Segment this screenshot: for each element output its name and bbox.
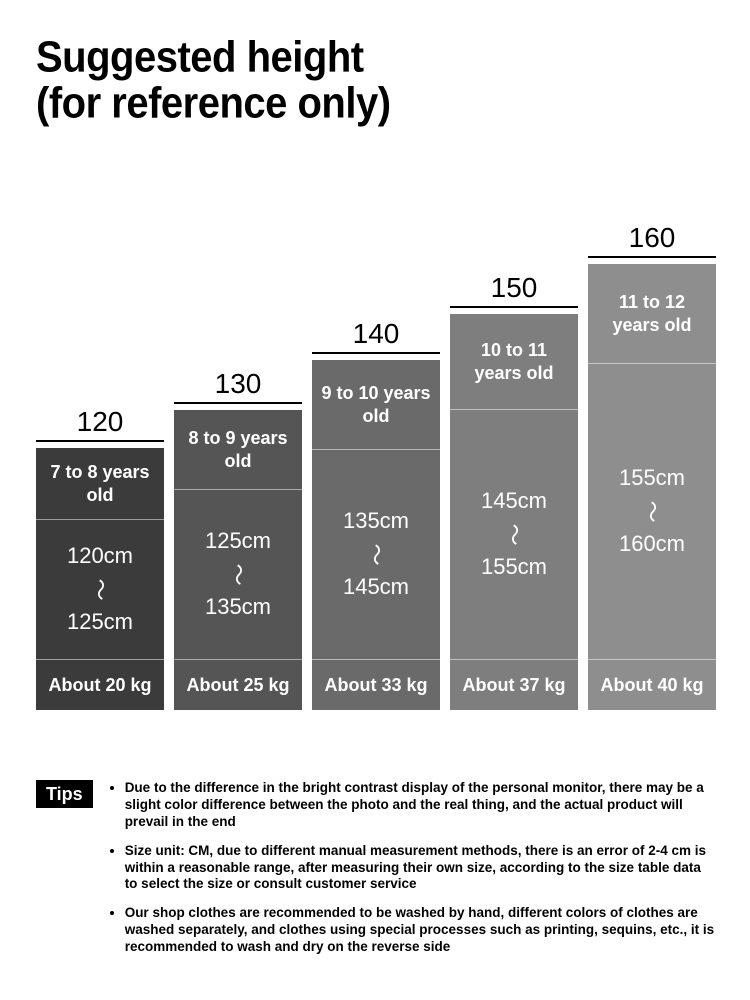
tips-list: Due to the difference in the bright cont… [107, 780, 716, 968]
tips-section: Tips Due to the difference in the bright… [36, 780, 716, 968]
range-from: 120cm [67, 541, 133, 572]
range-to: 145cm [343, 572, 409, 603]
height-chart: 120 7 to 8 years old 120cm 〜 125cm About 20 k… [36, 170, 716, 710]
size-number: 160 [588, 222, 716, 258]
chart-column: 130 8 to 9 years old 125cm 〜 135cm About 25 k… [174, 368, 302, 710]
range-from: 145cm [481, 486, 547, 517]
age-box: 9 to 10 years old [312, 360, 440, 450]
tilde-icon: 〜 [358, 543, 393, 565]
range-to: 125cm [67, 607, 133, 638]
weight-box: About 33 kg [312, 660, 440, 710]
tips-label: Tips [36, 780, 93, 808]
range-to: 160cm [619, 529, 685, 560]
size-number: 150 [450, 272, 578, 308]
tips-item: Our shop clothes are recommended to be w… [125, 905, 716, 956]
tilde-icon: 〜 [634, 500, 669, 522]
chart-column: 150 10 to 11 years old 145cm 〜 155cm About 37… [450, 272, 578, 710]
height-range-box: 155cm 〜 160cm [588, 364, 716, 660]
age-box: 8 to 9 years old [174, 410, 302, 490]
range-to: 135cm [205, 592, 271, 623]
height-range-box: 120cm 〜 125cm [36, 520, 164, 660]
age-box: 7 to 8 years old [36, 448, 164, 520]
title-line1: Suggested height [36, 34, 391, 80]
size-number: 140 [312, 318, 440, 354]
chart-column: 140 9 to 10 years old 135cm 〜 145cm About 33 … [312, 318, 440, 710]
tilde-icon: 〜 [82, 578, 117, 600]
weight-box: About 20 kg [36, 660, 164, 710]
weight-box: About 40 kg [588, 660, 716, 710]
tips-item: Size unit: CM, due to different manual m… [125, 843, 716, 894]
range-from: 125cm [205, 526, 271, 557]
age-box: 10 to 11 years old [450, 314, 578, 410]
range-to: 155cm [481, 552, 547, 583]
size-number: 120 [36, 406, 164, 442]
age-box: 11 to 12 years old [588, 264, 716, 364]
page-title: Suggested height (for reference only) [36, 34, 391, 126]
title-line2: (for reference only) [36, 80, 391, 126]
tilde-icon: 〜 [220, 563, 255, 585]
height-range-box: 135cm 〜 145cm [312, 450, 440, 660]
range-from: 135cm [343, 506, 409, 537]
chart-column: 160 11 to 12 years old 155cm 〜 160cm About 40… [588, 222, 716, 710]
size-number: 130 [174, 368, 302, 404]
tips-item: Due to the difference in the bright cont… [125, 780, 716, 831]
tilde-icon: 〜 [496, 523, 531, 545]
weight-box: About 37 kg [450, 660, 578, 710]
weight-box: About 25 kg [174, 660, 302, 710]
chart-column: 120 7 to 8 years old 120cm 〜 125cm About 20 k… [36, 406, 164, 710]
height-range-box: 125cm 〜 135cm [174, 490, 302, 660]
range-from: 155cm [619, 463, 685, 494]
height-range-box: 145cm 〜 155cm [450, 410, 578, 660]
